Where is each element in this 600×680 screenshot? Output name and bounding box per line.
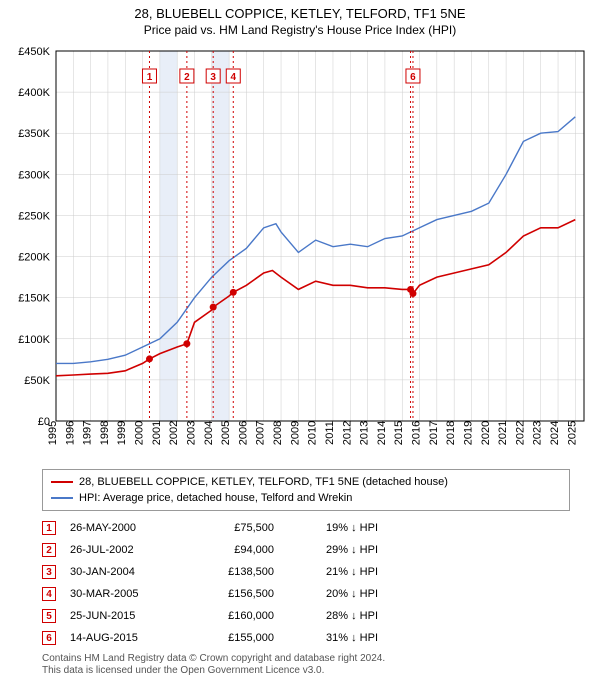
svg-text:£300K: £300K [18,169,50,181]
svg-text:£450K: £450K [18,46,50,58]
footer-line2: This data is licensed under the Open Gov… [42,665,570,677]
svg-text:3: 3 [210,72,216,83]
tx-price: £138,500 [194,566,274,578]
tx-marker: 1 [42,521,56,535]
chart-area: £0£50K£100K£150K£200K£250K£300K£350K£400… [0,41,600,461]
svg-text:2025: 2025 [566,421,578,445]
footer-line1: Contains HM Land Registry data © Crown c… [42,653,570,665]
svg-text:2001: 2001 [151,421,163,445]
svg-text:1997: 1997 [82,421,94,445]
tx-marker: 3 [42,565,56,579]
legend-swatch-hpi [51,497,73,499]
svg-text:2018: 2018 [445,421,457,445]
svg-text:2021: 2021 [497,421,509,445]
tx-diff: 31% ↓ HPI [288,632,378,644]
svg-text:2003: 2003 [185,421,197,445]
svg-text:2014: 2014 [376,421,388,445]
svg-text:2007: 2007 [255,421,267,445]
svg-text:6: 6 [410,72,416,83]
tx-price: £155,000 [194,632,274,644]
transaction-row: 1 26-MAY-2000 £75,500 19% ↓ HPI [42,517,570,539]
tx-diff: 28% ↓ HPI [288,610,378,622]
legend-label-hpi: HPI: Average price, detached house, Telf… [79,490,352,506]
svg-text:2015: 2015 [393,421,405,445]
svg-text:1: 1 [147,72,153,83]
svg-text:2004: 2004 [203,421,215,445]
svg-text:2022: 2022 [514,421,526,445]
svg-text:£150K: £150K [18,293,50,305]
transaction-row: 3 30-JAN-2004 £138,500 21% ↓ HPI [42,561,570,583]
svg-text:2: 2 [184,72,190,83]
svg-text:2009: 2009 [289,421,301,445]
transaction-row: 4 30-MAR-2005 £156,500 20% ↓ HPI [42,583,570,605]
legend-swatch-property [51,481,73,483]
tx-date: 26-MAY-2000 [70,522,180,534]
svg-text:2020: 2020 [480,421,492,445]
tx-marker: 5 [42,609,56,623]
tx-marker: 4 [42,587,56,601]
svg-text:2024: 2024 [549,421,561,445]
tx-price: £94,000 [194,544,274,556]
legend-row-hpi: HPI: Average price, detached house, Telf… [51,490,561,506]
svg-text:2008: 2008 [272,421,284,445]
svg-text:2010: 2010 [307,421,319,445]
svg-text:1998: 1998 [99,421,111,445]
svg-text:2011: 2011 [324,421,336,445]
svg-text:2017: 2017 [428,421,440,445]
tx-diff: 21% ↓ HPI [288,566,378,578]
legend: 28, BLUEBELL COPPICE, KETLEY, TELFORD, T… [42,469,570,511]
chart-title-line1: 28, BLUEBELL COPPICE, KETLEY, TELFORD, T… [0,0,600,21]
tx-price: £75,500 [194,522,274,534]
svg-text:2005: 2005 [220,421,232,445]
svg-text:2006: 2006 [237,421,249,445]
svg-text:2002: 2002 [168,421,180,445]
tx-date: 25-JUN-2015 [70,610,180,622]
svg-text:2023: 2023 [532,421,544,445]
svg-text:£100K: £100K [18,334,50,346]
svg-text:£50K: £50K [24,375,50,387]
svg-text:1996: 1996 [64,421,76,445]
svg-text:£400K: £400K [18,87,50,99]
transactions-table: 1 26-MAY-2000 £75,500 19% ↓ HPI 2 26-JUL-2002… [42,517,570,649]
tx-date: 26-JUL-2002 [70,544,180,556]
svg-text:2019: 2019 [462,421,474,445]
tx-price: £160,000 [194,610,274,622]
tx-date: 30-MAR-2005 [70,588,180,600]
transaction-row: 5 25-JUN-2015 £160,000 28% ↓ HPI [42,605,570,627]
svg-text:2000: 2000 [134,421,146,445]
footer: Contains HM Land Registry data © Crown c… [42,653,570,677]
tx-price: £156,500 [194,588,274,600]
tx-marker: 2 [42,543,56,557]
tx-diff: 20% ↓ HPI [288,588,378,600]
legend-label-property: 28, BLUEBELL COPPICE, KETLEY, TELFORD, T… [79,474,448,490]
svg-text:£350K: £350K [18,128,50,140]
svg-text:2016: 2016 [411,421,423,445]
transaction-row: 6 14-AUG-2015 £155,000 31% ↓ HPI [42,627,570,649]
svg-text:1995: 1995 [47,421,59,445]
svg-text:2013: 2013 [359,421,371,445]
svg-text:£200K: £200K [18,252,50,264]
svg-text:1999: 1999 [116,421,128,445]
svg-text:2012: 2012 [341,421,353,445]
svg-text:£250K: £250K [18,210,50,222]
chart-title-line2: Price paid vs. HM Land Registry's House … [0,21,600,41]
tx-diff: 19% ↓ HPI [288,522,378,534]
tx-marker: 6 [42,631,56,645]
transaction-row: 2 26-JUL-2002 £94,000 29% ↓ HPI [42,539,570,561]
tx-date: 30-JAN-2004 [70,566,180,578]
legend-row-property: 28, BLUEBELL COPPICE, KETLEY, TELFORD, T… [51,474,561,490]
tx-date: 14-AUG-2015 [70,632,180,644]
price-chart-svg: £0£50K£100K£150K£200K£250K£300K£350K£400… [0,41,600,461]
tx-diff: 29% ↓ HPI [288,544,378,556]
svg-text:4: 4 [230,72,236,83]
